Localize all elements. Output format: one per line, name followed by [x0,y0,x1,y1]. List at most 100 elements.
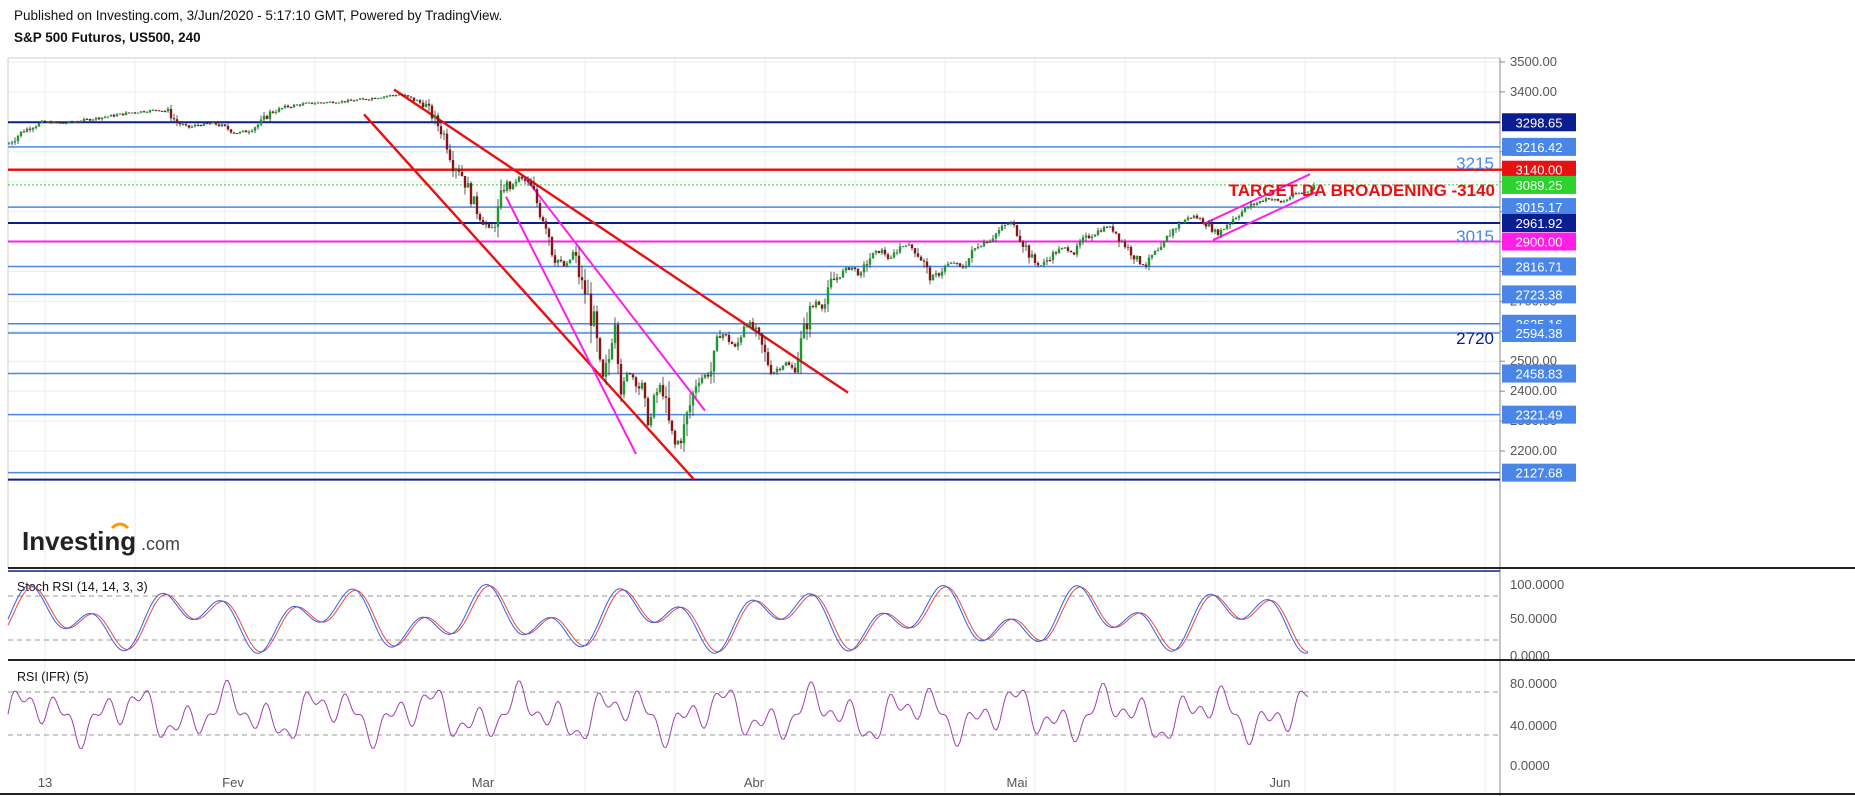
candle-body [541,217,545,222]
candle-body [409,96,413,98]
candle-body [1177,222,1181,229]
candle-body [1075,245,1079,255]
candle-body [505,181,509,191]
candle-body [1303,192,1307,194]
price-tag-label: 2961.92 [1516,216,1563,231]
candle-body [1306,191,1310,193]
price-tag-label: 2458.83 [1516,367,1563,382]
candle-body [496,207,500,227]
trendline[interactable] [363,113,695,481]
candle-body [532,185,536,190]
main-panel-frame [7,57,1501,569]
investing-logo: Investing .com [22,522,180,556]
price-tag-label: 3140.00 [1516,163,1563,178]
candle-body [337,102,341,104]
candle-body [793,367,797,373]
candle-body [901,246,905,248]
candle-body [478,214,482,221]
candle-body [508,181,512,190]
candle-body [1066,247,1070,251]
candle-body [67,121,71,124]
candle-body [727,334,731,342]
candle-body [1312,185,1316,190]
candle-body [328,101,332,103]
candle-body [1171,229,1175,236]
candle-body [1111,226,1115,232]
candle-body [733,344,737,347]
candle-body [1159,246,1163,251]
candle-body [1012,222,1016,226]
candle-body [1276,199,1280,201]
candle-body [889,257,893,259]
candle-body [400,94,404,96]
candle-body [673,430,677,445]
candle-body [7,143,11,145]
candle-body [979,246,983,248]
candle-body [1099,230,1103,232]
stoch-tick-50: 50.0000 [1510,611,1557,626]
trendline[interactable] [1202,173,1311,226]
candle-body [700,377,704,383]
rsi-tick-80: 80.0000 [1510,676,1557,691]
candle-body [973,248,977,250]
candle-body [103,117,107,119]
candle-body [586,293,590,295]
candle-body [1024,245,1028,247]
candle-body [1108,226,1112,228]
candle-body [61,122,65,124]
candle-body [325,102,329,104]
candle-body [1069,250,1073,253]
logo-suffix: .com [141,534,180,554]
candle-body [1288,197,1292,200]
trendline[interactable] [1212,191,1317,241]
trendline[interactable] [505,196,637,455]
candle-body [610,342,614,360]
candle-body [1180,222,1184,224]
candle-body [808,306,812,330]
candle-body [151,109,155,111]
candle-body [244,130,248,133]
candle-body [385,96,389,98]
candle-body [943,265,947,272]
label-2720: 2720 [1456,329,1494,348]
candle-body [235,133,239,135]
candle-body [511,183,515,190]
candle-body [460,171,464,176]
candle-body [1072,252,1076,255]
candle-body [139,111,143,113]
candle-body [1162,242,1166,247]
candle-body [850,267,854,270]
trendline[interactable] [525,178,706,412]
candle-body [1093,234,1097,237]
candle-body [958,263,962,267]
candle-body [784,362,788,366]
price-tag-label: 2321.49 [1516,408,1563,423]
candle-body [676,440,680,445]
candle-body [775,368,779,373]
candle-body [187,125,191,128]
price-tag-label: 3015.17 [1516,200,1563,215]
candle-body [352,100,356,102]
price-tag-bg [1502,285,1576,304]
candle-body [1003,224,1007,226]
candle-body [1249,203,1253,208]
price-tag-bg [1502,364,1576,383]
candle-body [652,395,656,417]
symbol-title: S&P 500 Futuros, US500, 240 [14,30,201,45]
candle-body [841,270,845,278]
candle-body [298,104,302,106]
candle-body [1018,235,1022,242]
candle-body [91,119,95,121]
candle-body [799,338,803,361]
candle-body [1309,189,1313,192]
candle-body [859,272,863,276]
candle-body [787,362,791,366]
candle-body [106,116,110,118]
candle-body [562,261,566,267]
candle-body [961,266,965,268]
trendline[interactable] [393,88,849,394]
candle-body [526,180,530,183]
candle-body [754,327,758,329]
candle-body [661,384,665,397]
